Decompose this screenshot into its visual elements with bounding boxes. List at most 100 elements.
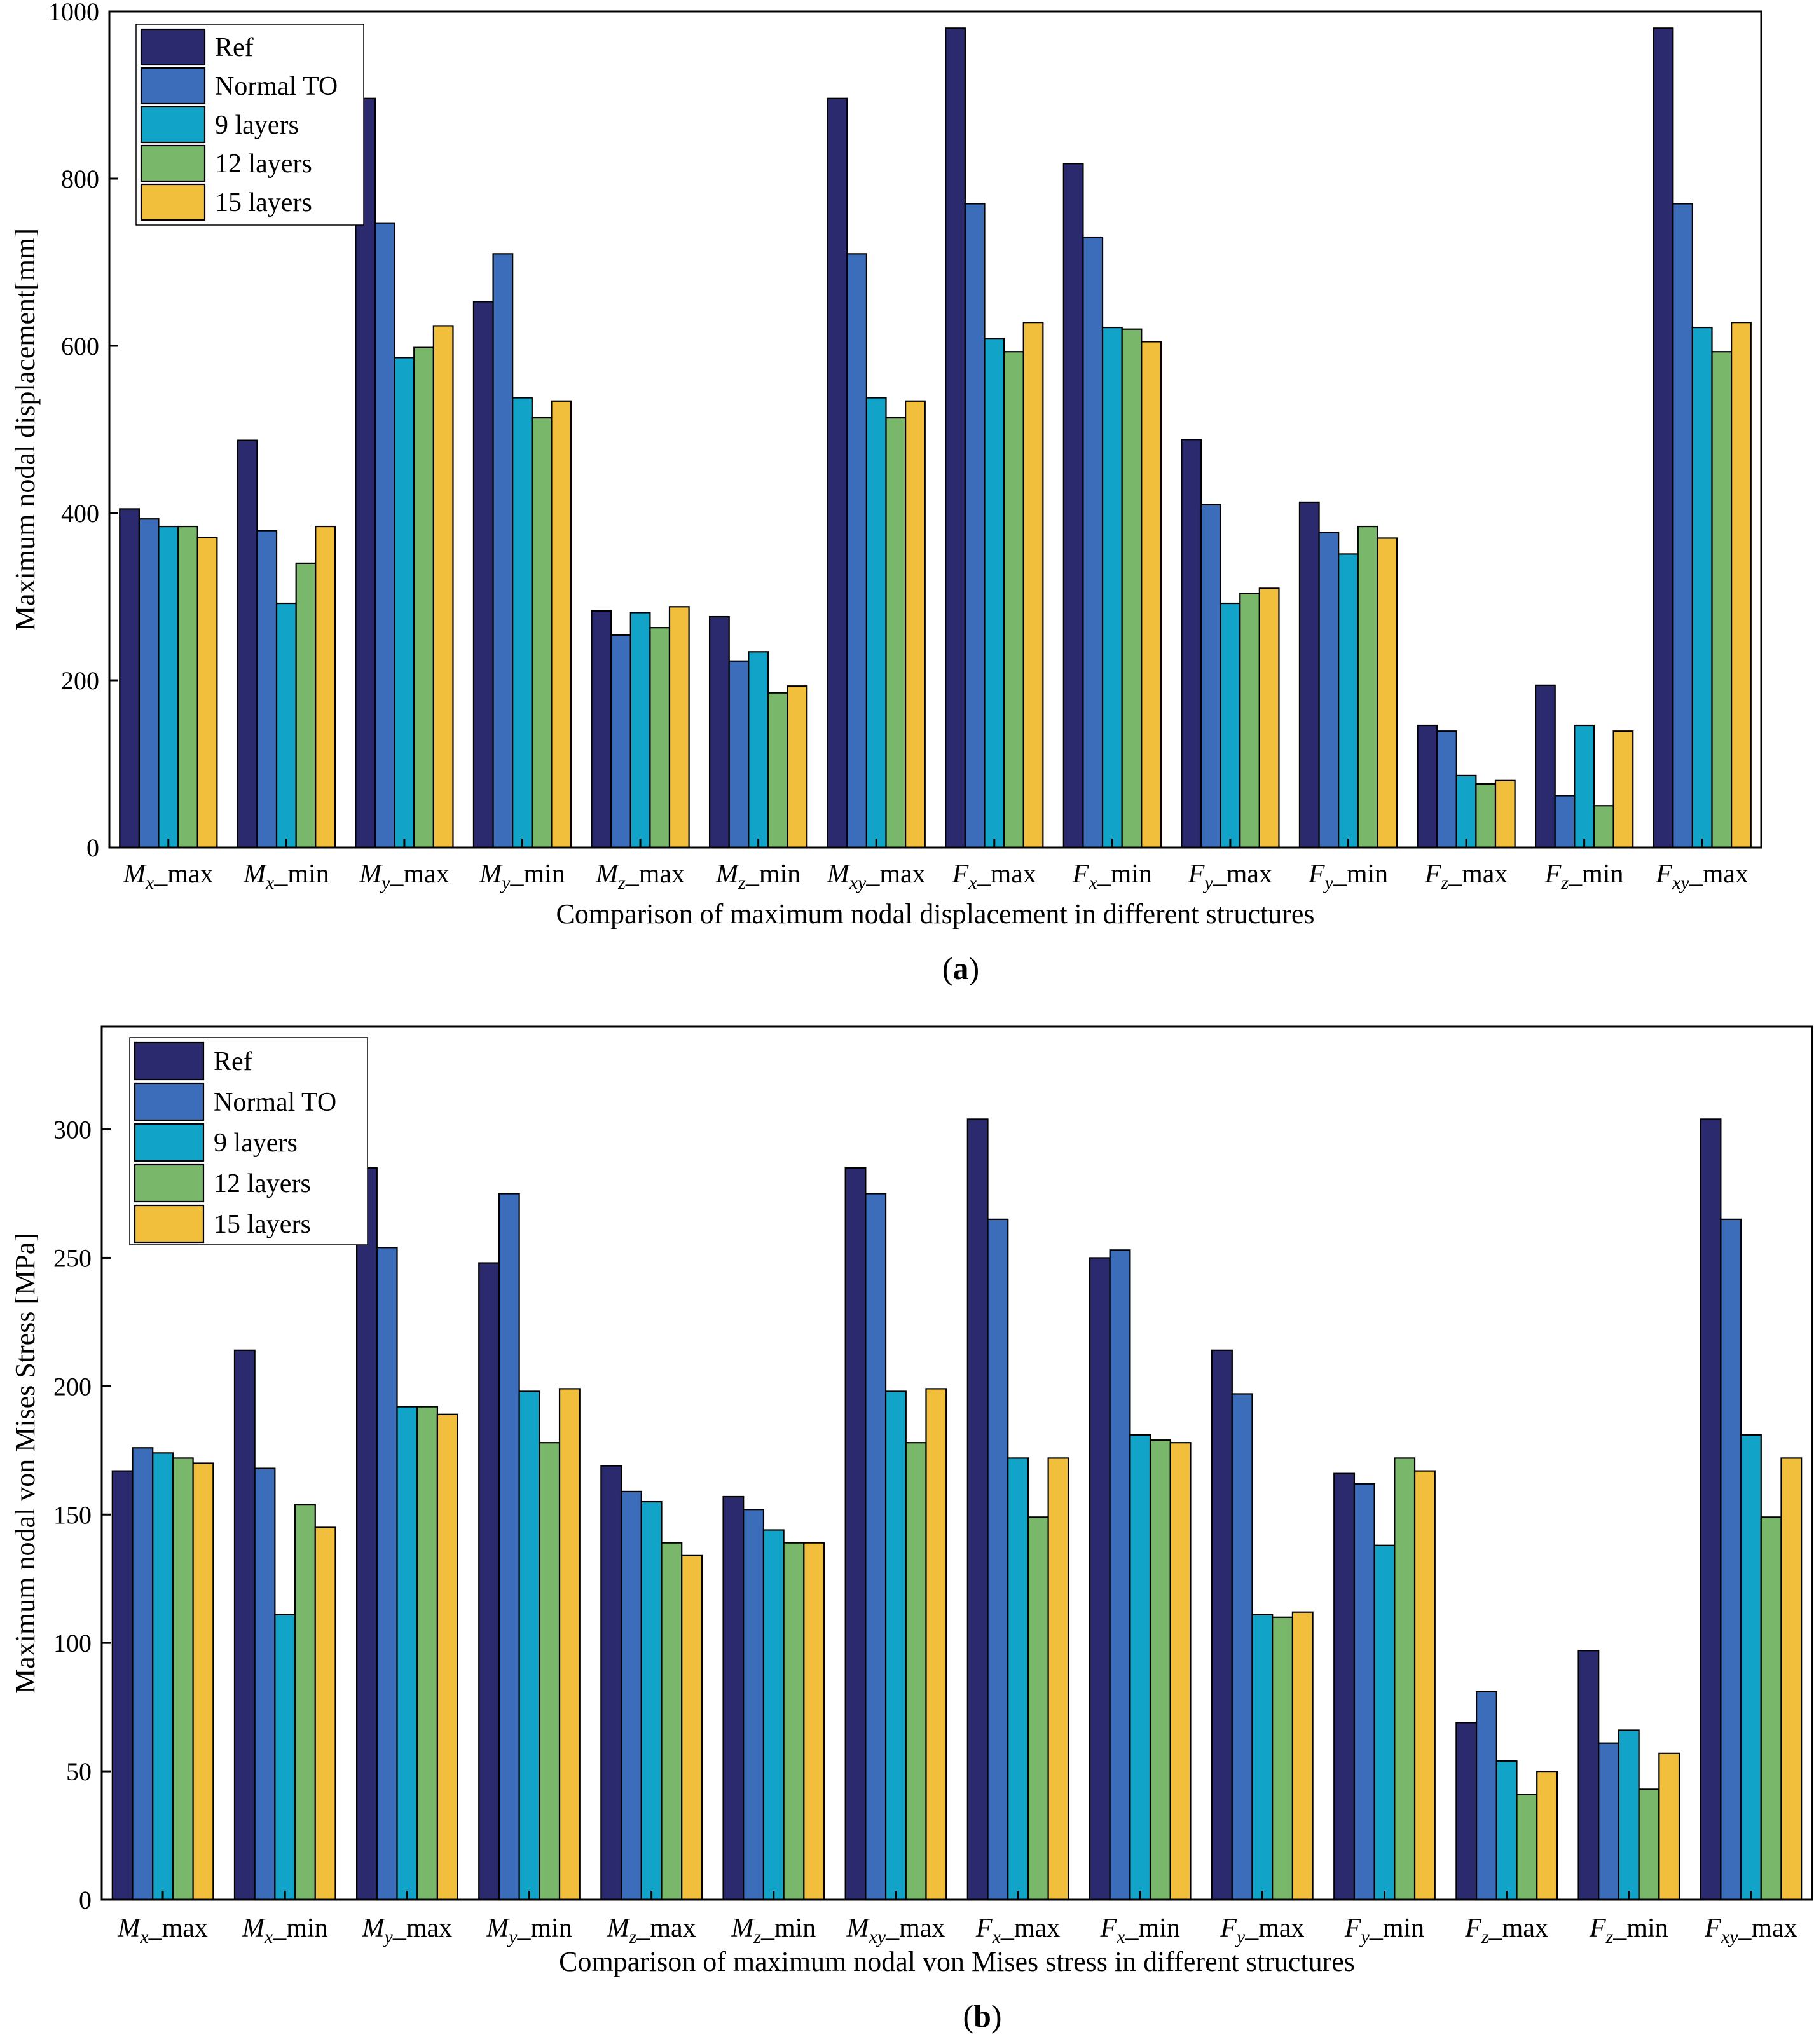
y-tick-label: 150 (53, 1500, 92, 1529)
bar (416, 1406, 439, 1901)
bar (256, 530, 278, 849)
bar (803, 1542, 825, 1901)
bar (1554, 795, 1576, 849)
x-tick-label: Mx_min (243, 860, 329, 893)
y-tick-label: 50 (66, 1757, 92, 1786)
bar (1129, 1434, 1151, 1901)
legend-swatch (140, 28, 206, 66)
panel-label: (b) (963, 1998, 1001, 2034)
bar (767, 692, 788, 849)
bar (1711, 351, 1733, 849)
bar (945, 27, 966, 849)
legend-swatch (140, 67, 206, 105)
bar (376, 1247, 398, 1901)
bar (1612, 730, 1634, 849)
plot-frame (108, 10, 1762, 849)
x-tick-label: Fx_max (952, 860, 1036, 893)
bar (1780, 1457, 1803, 1901)
bar (1373, 1544, 1396, 1901)
bar (1593, 805, 1614, 849)
bar (1298, 501, 1320, 849)
bar (1475, 1691, 1497, 1901)
x-tick-label: Mxy_max (827, 860, 926, 893)
bar (111, 1470, 134, 1901)
bar (1251, 1614, 1274, 1901)
bar (1007, 1457, 1029, 1901)
bar (132, 1447, 154, 1901)
bar (987, 1218, 1009, 1901)
x-tick-label: Fz_min (1544, 860, 1624, 893)
y-tick-label: 1000 (48, 0, 99, 26)
y-tick-label: 800 (61, 165, 99, 193)
legend-label: 12 layers (214, 1169, 311, 1198)
legend-swatch (134, 1123, 205, 1162)
bar (396, 1406, 418, 1901)
legend-label: 15 layers (215, 188, 312, 217)
bar (884, 1390, 907, 1901)
bar (1291, 1611, 1314, 1901)
x-tick-label: Fz_max (1464, 1914, 1548, 1947)
bar (413, 346, 434, 849)
chart-panel-b: 0 50 100 150 200 250 300 Mx_max Mx_min My_max My_m… (10, 1025, 1813, 2034)
bar (1047, 1457, 1069, 1901)
bar (1231, 1393, 1253, 1901)
bar (783, 1542, 805, 1901)
x-tick-label: Mx_max (117, 1914, 208, 1947)
bar (984, 338, 1005, 849)
bar (728, 660, 750, 849)
bar (355, 1167, 378, 1901)
panel-label: (a) (942, 950, 979, 986)
bar (531, 416, 553, 849)
x-tick-label: Mx_max (123, 860, 214, 893)
bar (1495, 1760, 1518, 1901)
bar (1149, 1439, 1171, 1901)
bar (275, 602, 297, 849)
bar (1089, 1257, 1111, 1901)
bar (294, 1504, 316, 1901)
bar (1169, 1442, 1192, 1901)
x-tick-label: Mz_min (715, 860, 800, 893)
bar (1027, 1516, 1049, 1901)
y-axis-label: Maximum nodal displacement[mm] (10, 228, 41, 631)
bar (1333, 1472, 1356, 1901)
x-tick-label: Mz_min (731, 1914, 816, 1947)
bar (966, 1118, 989, 1901)
x-tick-label: My_max (359, 860, 450, 893)
x-tick-label: My_min (486, 1914, 572, 1947)
bar (518, 1390, 540, 1901)
legend-swatch (134, 1204, 205, 1244)
y-tick-label: 600 (61, 332, 99, 360)
bar (925, 1388, 947, 1901)
y-tick-label: 200 (53, 1372, 92, 1401)
bar (192, 1462, 214, 1901)
legend: Ref Normal TO 9 layers 12 layers 15 layers (135, 24, 364, 226)
bar (1618, 1729, 1640, 1901)
x-tick-label: My_max (362, 1914, 453, 1947)
bar (314, 1526, 336, 1901)
legend-swatch (140, 106, 206, 144)
bar (1731, 322, 1752, 849)
bar (681, 1554, 703, 1901)
chart-panel-a: 0 200 400 600 800 1000 Mx_max Mx_min My_max My_mi… (10, 0, 1762, 986)
bar (539, 1442, 561, 1901)
legend-swatch (140, 183, 206, 221)
x-tick-label: Fxy_max (1704, 1914, 1797, 1947)
bar (1455, 774, 1477, 849)
x-tick-label: Mz_max (607, 1914, 696, 1947)
bar (1536, 1770, 1558, 1901)
x-tick-label: Fxy_max (1655, 860, 1749, 893)
x-axis-label: Comparison of maximum nodal von Mises st… (559, 1946, 1355, 1977)
bar (787, 685, 808, 849)
bar (1394, 1457, 1416, 1901)
bar (551, 400, 572, 849)
bar (254, 1467, 276, 1901)
bar (610, 634, 631, 849)
legend-label: Ref (215, 33, 254, 62)
x-tick-label: Mxy_max (846, 1914, 945, 1947)
y-tick-label: 100 (53, 1629, 92, 1657)
bar (1577, 1650, 1600, 1901)
bar (172, 1457, 194, 1901)
x-tick-label: Fx_min (1100, 1914, 1180, 1947)
legend-swatch (134, 1041, 205, 1081)
